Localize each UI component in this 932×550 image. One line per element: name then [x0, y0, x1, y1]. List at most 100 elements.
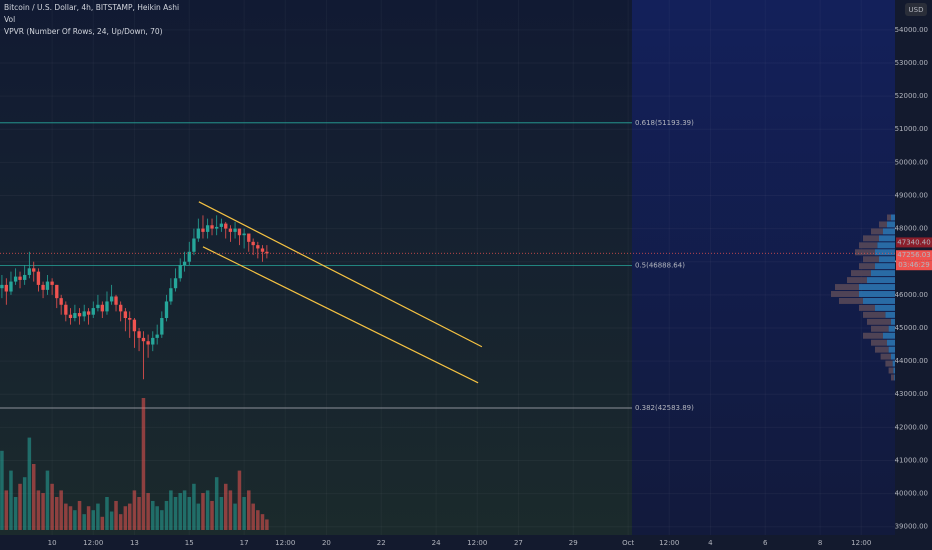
- volume-bar: [205, 490, 210, 530]
- candle-body: [55, 284, 59, 299]
- candle-body: [96, 304, 100, 309]
- volume-bar: [96, 503, 100, 530]
- vpvr-down: [859, 242, 878, 249]
- vpvr-up: [885, 311, 895, 318]
- candle-body: [137, 331, 141, 338]
- fib-label: 0.382(42583.89): [635, 404, 694, 412]
- legend-vpvr: VPVR (Number Of Rows, 24, Up/Down, 70): [4, 27, 163, 36]
- volume-bar: [146, 493, 150, 530]
- candle-body: [146, 341, 150, 345]
- legend-vol: Vol: [4, 15, 15, 24]
- fib-label: 0.5(46888.64): [635, 261, 685, 269]
- vpvr-down: [863, 332, 883, 339]
- volume-bar: [82, 514, 86, 530]
- x-tick-label: 10: [48, 539, 57, 547]
- volume-bar: [18, 483, 22, 530]
- price-label: 47340.40: [897, 238, 930, 246]
- volume-bar: [114, 500, 118, 530]
- candle-body: [247, 233, 251, 242]
- candle-body: [100, 304, 104, 312]
- currency[interactable]: USD: [909, 6, 924, 14]
- currency-badge[interactable]: [905, 3, 927, 16]
- x-tick-label: 12:00: [275, 539, 295, 547]
- price-label-bg: [896, 237, 932, 248]
- vpvr-down: [863, 256, 879, 263]
- candle-body: [215, 226, 219, 229]
- vpvr-up: [859, 284, 895, 291]
- volume-bar: [214, 477, 219, 530]
- vpvr-down: [863, 235, 879, 242]
- vpvr-down: [835, 284, 859, 291]
- candle-body: [228, 228, 233, 232]
- vpvr-down: [871, 325, 889, 332]
- volume-bar: [247, 490, 251, 530]
- volume-bar: [228, 490, 233, 530]
- trend-line: [202, 246, 479, 384]
- volume-bar: [237, 470, 242, 530]
- candle-body: [260, 248, 265, 252]
- volume-bar: [73, 510, 77, 530]
- y-tick-label: 42000.00: [895, 423, 928, 431]
- candle-body: [256, 245, 260, 249]
- volume-bar: [4, 490, 9, 530]
- vpvr-up: [883, 332, 895, 339]
- volume-bar: [219, 497, 224, 530]
- x-tick-label: 4: [708, 539, 713, 547]
- vpvr-up: [871, 270, 895, 277]
- candle-body: [196, 228, 200, 239]
- vpvr-up: [893, 367, 895, 374]
- volume-bar: [251, 503, 255, 530]
- x-tick-label: 29: [569, 539, 578, 547]
- candle-body: [237, 228, 242, 236]
- vpvr-down: [831, 291, 859, 297]
- candle-body: [169, 288, 173, 302]
- candle-body: [141, 337, 146, 342]
- legend-main: Bitcoin / U.S. Dollar, 4h, BITSTAMP, Hei…: [4, 3, 179, 12]
- vpvr-down: [867, 318, 891, 325]
- candle-body: [73, 313, 77, 319]
- x-tick-label: 12:00: [659, 539, 679, 547]
- x-tick-label: 22: [377, 539, 386, 547]
- future-area: [631, 0, 895, 535]
- volume-bar: [123, 506, 128, 530]
- x-tick-label: 27: [514, 539, 523, 547]
- candle-body: [187, 251, 191, 262]
- candle-body: [36, 271, 41, 285]
- volume-bar: [100, 516, 105, 530]
- vpvr-up: [883, 228, 895, 235]
- candle-body: [132, 319, 137, 332]
- volume-bar: [164, 500, 169, 530]
- candle-body: [201, 228, 205, 232]
- vpvr-up: [859, 291, 895, 297]
- volume-bar: [27, 437, 32, 530]
- volume-bar: [256, 510, 260, 530]
- volume-bar: [192, 483, 196, 530]
- x-tick-label: 24: [432, 539, 441, 547]
- candle-body: [91, 308, 95, 315]
- candle-body: [192, 238, 196, 252]
- volume-bar: [137, 497, 141, 530]
- vpvr-down: [859, 304, 875, 311]
- volume-bar: [59, 490, 63, 530]
- volume-bar: [132, 490, 137, 530]
- volume-bar: [109, 511, 114, 530]
- price-label: 47256.03: [897, 251, 930, 259]
- y-tick-label: 41000.00: [895, 456, 928, 464]
- candle-body: [9, 281, 13, 292]
- y-tick-label: 44000.00: [895, 357, 928, 365]
- vpvr-down: [891, 374, 895, 381]
- vpvr-up: [877, 242, 895, 249]
- candle-body: [0, 284, 4, 289]
- candle-body: [4, 284, 8, 292]
- candle-body: [123, 311, 128, 319]
- volume-bar: [127, 503, 132, 530]
- vpvr-down: [863, 311, 886, 318]
- candle-body: [155, 334, 159, 338]
- y-tick-label: 50000.00: [895, 158, 928, 166]
- candle-body: [18, 276, 22, 280]
- volume-bar: [118, 514, 123, 530]
- candle-body: [32, 268, 36, 272]
- volume-bar: [223, 483, 228, 530]
- candle-body: [45, 281, 50, 290]
